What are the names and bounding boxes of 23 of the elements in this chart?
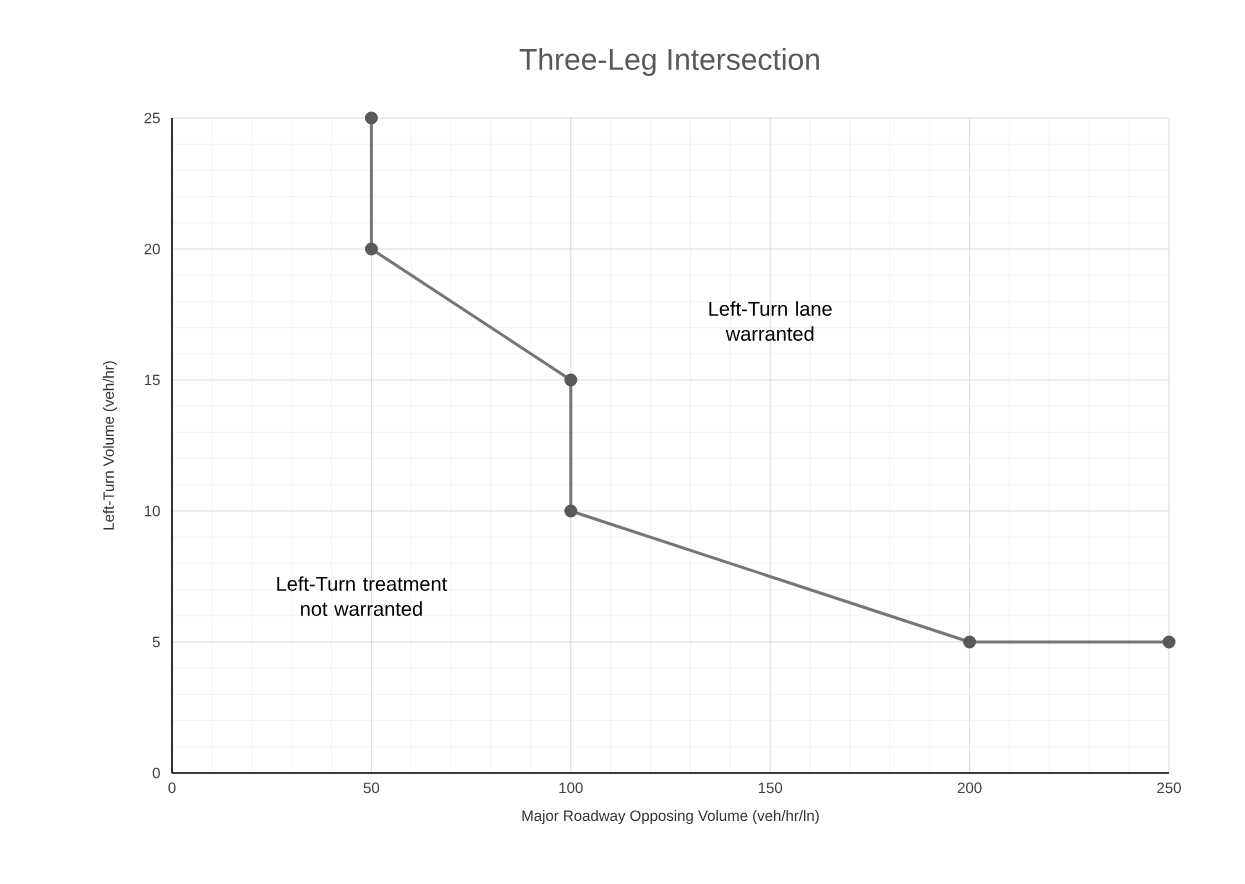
annotation: Left-Turn lane warranted xyxy=(709,301,832,341)
point xyxy=(364,242,378,256)
chart-title: Three-Leg Intersection xyxy=(519,48,819,76)
x-tick-label: 250 xyxy=(1157,782,1181,794)
point xyxy=(963,635,977,649)
x-tick-label: 0 xyxy=(168,782,176,794)
x-tick-label: 50 xyxy=(363,782,380,794)
x-tick-label: 100 xyxy=(559,782,583,794)
y-tick-label: 10 xyxy=(144,505,160,517)
y-axis-title: Left-Turn Volume (veh/hr) xyxy=(102,361,117,530)
x-tick-label: 150 xyxy=(758,782,783,794)
y-tick-label: 25 xyxy=(144,112,160,124)
point xyxy=(564,504,578,518)
point xyxy=(1162,635,1176,649)
x-tick-label: 200 xyxy=(957,782,982,794)
point xyxy=(564,373,578,387)
y-tick-label: 20 xyxy=(144,243,160,255)
point xyxy=(364,111,378,125)
x-axis-title: Major Roadway Opposing Volume (veh/hr/ln) xyxy=(522,810,819,824)
y-tick-label: 0 xyxy=(152,767,160,779)
y-tick-label: 15 xyxy=(144,374,160,386)
annotation: Left-Turn treatment not warranted xyxy=(277,576,448,616)
y-tick-label: 5 xyxy=(152,636,160,648)
